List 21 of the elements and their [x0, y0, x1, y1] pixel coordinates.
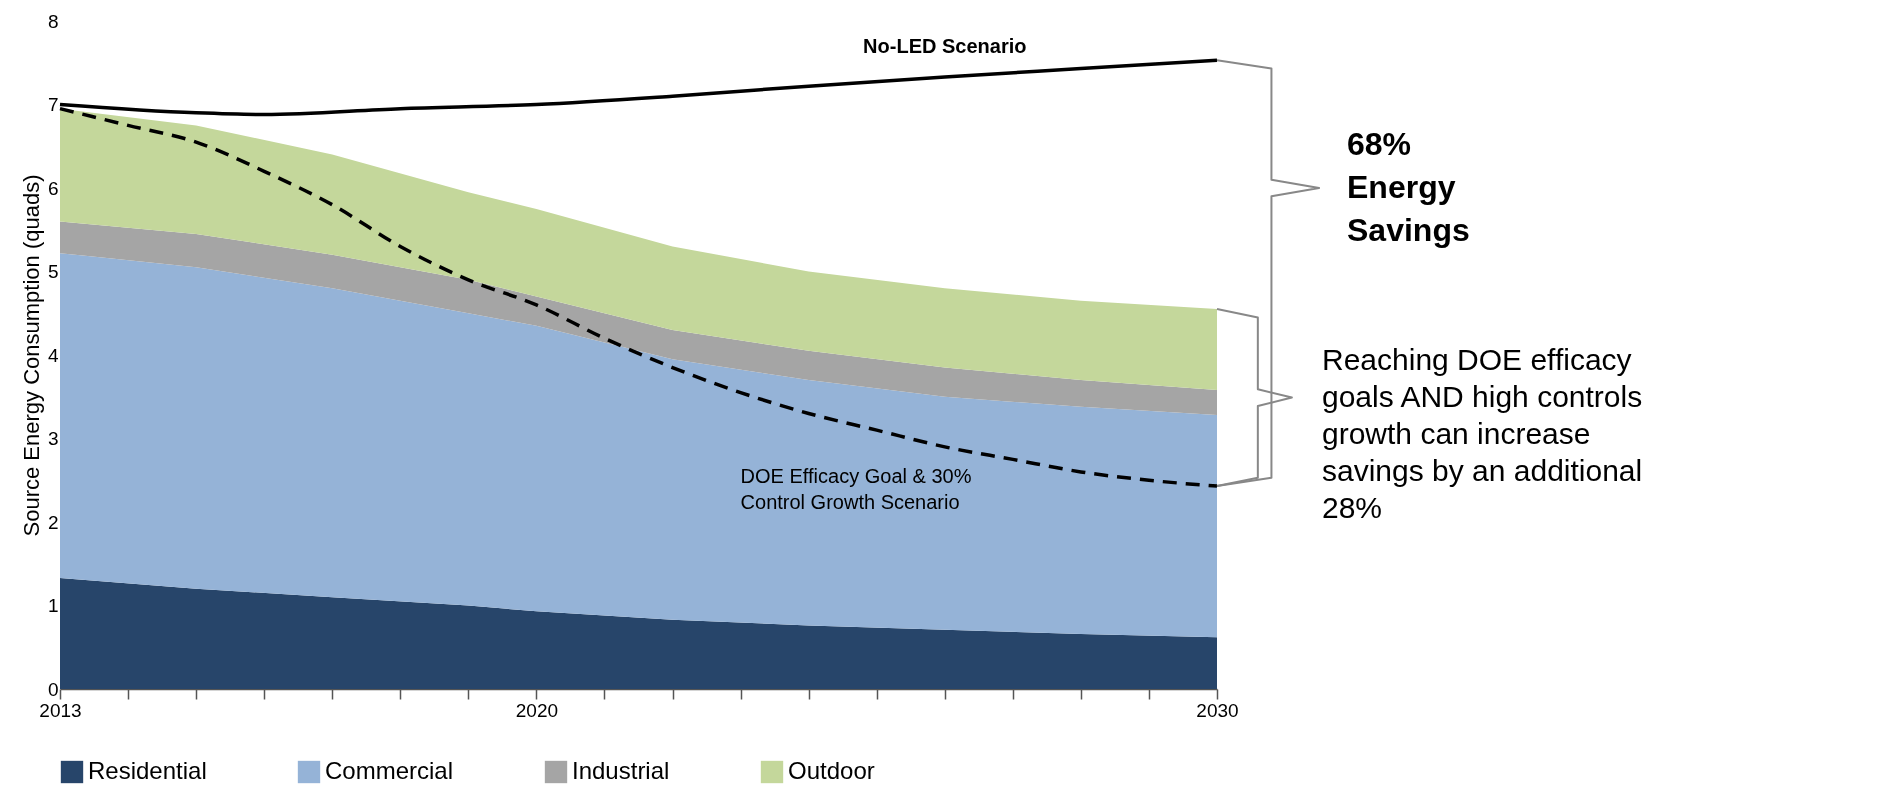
x-tick-label: 2013: [39, 699, 82, 721]
text: 68% Energy Savings: [1347, 126, 1470, 248]
text: Reaching DOE efficacy goals AND high controls growth can increase savings by an additional 28%: [1322, 343, 1643, 525]
y-tick-label: 4: [47, 344, 59, 366]
y-tick-label: 1: [47, 595, 59, 616]
legend-label: Commercial: [325, 757, 454, 784]
y-tick-label: 0: [47, 678, 59, 700]
legend-label: Industrial: [572, 757, 670, 784]
y-tick-label: 2: [47, 511, 59, 533]
x-tick-label: 2020: [515, 699, 559, 721]
series-label: No-LED Scenario: [863, 34, 1027, 57]
y-tick-label: 8: [47, 10, 59, 32]
y-axis-title: Source Energy Consumption (quads): [18, 174, 44, 537]
legend-label: Outdoor: [788, 757, 875, 784]
legend-label: Residential: [88, 757, 207, 784]
y-tick-label: 3: [47, 428, 59, 449]
x-tick-label: 2030: [1196, 699, 1239, 721]
series-label: DOE Efficacy Goal & 30% Control Growth Scenario: [740, 465, 972, 514]
y-tick-label: 7: [47, 94, 59, 115]
y-tick-label: 6: [47, 177, 59, 199]
y-tick-label: 5: [47, 261, 59, 282]
